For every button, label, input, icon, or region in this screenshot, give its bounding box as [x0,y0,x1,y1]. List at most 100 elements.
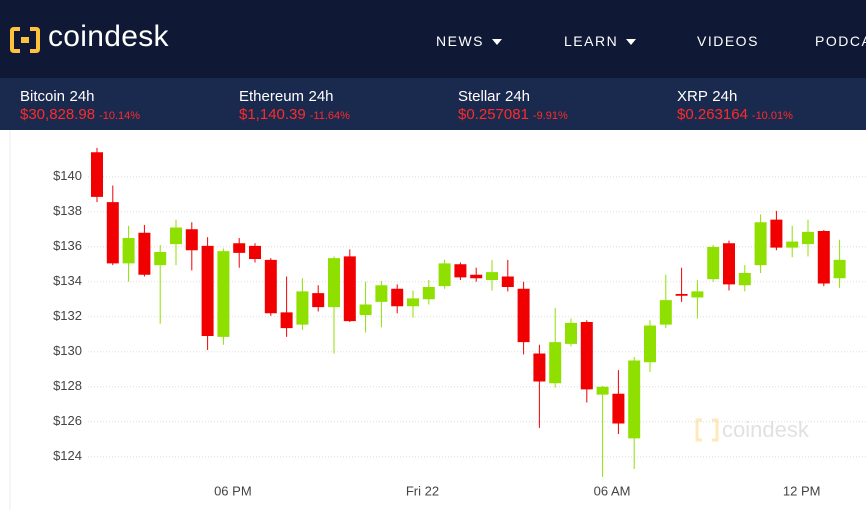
candle-body [375,285,388,302]
change: -10.14% [99,110,141,122]
ticker-head: XRP 24h [677,88,866,106]
candle-body [817,231,830,284]
y-tick-label: $134 [53,273,82,288]
candle-body [486,272,498,280]
ticker-item[interactable]: Stellar 24h $0.257081 -9.91% [458,88,668,124]
x-tick-label: Fri 22 [406,483,439,498]
ticker-values: $0.257081 -9.91% [458,106,668,124]
candle-body [517,288,530,343]
candle-body [122,238,135,264]
candle-body [501,276,514,287]
nav-label: LEARN [564,33,619,49]
candle-body [201,245,214,336]
ticker-bar: Bitcoin 24h $30,828.98 -10.14% Ethereum 24h… [0,78,866,130]
candle-body [438,263,451,287]
nav-label: VIDEOS [697,33,759,49]
y-tick-label: $140 [53,168,82,183]
candle-body [833,259,846,279]
coin-name: Ethereum [239,88,305,105]
coin-name: XRP [677,88,708,105]
candle-body [91,152,103,197]
period: 24h [69,88,95,105]
candle-body [754,222,767,266]
y-tick-label: $138 [53,203,82,218]
period: 24h [712,88,738,105]
candle-body [422,287,435,300]
candle-body [185,229,198,251]
candle-body [280,312,293,329]
change: -10.01% [751,110,793,122]
price: $0.257081 [458,106,529,123]
x-tick-label: 12 PM [783,483,821,498]
candle-body [359,304,372,315]
candle-body [233,243,246,253]
x-tick-label: 06 PM [214,483,252,498]
price: $1,140.39 [239,106,306,123]
y-tick-label: $126 [53,413,82,428]
candle-body [707,246,720,280]
candle-body [691,291,704,298]
candle-body [596,386,609,395]
logo[interactable]: coindesk [48,20,169,53]
x-tick-label: 06 AM [594,483,631,498]
ticker-head: Ethereum 24h [239,88,449,106]
y-tick-label: $124 [53,448,82,463]
candle-body [217,251,230,337]
candle-body [612,393,625,424]
candle-body [644,325,656,363]
candle-body [738,273,751,286]
ticker-item[interactable]: XRP 24h $0.263164 -10.01% [677,88,866,124]
ticker-values: $0.263164 -10.01% [677,106,866,124]
logo-icon [10,27,40,53]
nav-label: NEWS [436,33,484,49]
top-bar: coindesk NEWS LEARN VIDEOS PODCA [0,0,866,78]
ticker-item[interactable]: Ethereum 24h $1,140.39 -11.64% [239,88,449,124]
nav-item[interactable]: VIDEOS [697,33,759,49]
candle-body [659,300,672,325]
period: 24h [504,88,531,105]
candle-body [249,245,261,259]
ticker-item[interactable]: Bitcoin 24h $30,828.98 -10.14% [20,88,230,124]
watermark: coindesk [695,417,810,442]
nav-item[interactable]: LEARN [564,33,637,49]
price: $30,828.98 [20,106,96,123]
candle-body [391,288,404,307]
candle-body [723,243,735,285]
watermark-text: coindesk [722,417,810,442]
candle-body [264,259,277,314]
candle-body [312,293,325,308]
candle-body [628,360,641,439]
candle-body [565,322,577,344]
nav-item[interactable]: NEWS [436,33,502,49]
candle-body [170,227,182,245]
candle-body [328,258,340,308]
price: $0.263164 [677,106,748,123]
candle-body [533,353,546,382]
ticker-values: $30,828.98 -10.14% [20,106,230,124]
candle-body [106,202,119,264]
candle-body [454,264,467,278]
period: 24h [308,88,334,105]
y-tick-label: $130 [53,343,82,358]
candle-body [154,252,167,266]
change: -11.64% [309,110,350,122]
candle-body [580,322,593,390]
candle-body [343,256,356,322]
candle-body [470,274,483,279]
dropdown-arrow [492,39,502,46]
candle-body [675,294,688,296]
dropdown-arrow [626,39,637,46]
y-tick-label: $128 [53,378,82,393]
coin-name: Stellar [458,88,501,105]
candle-body [407,298,419,307]
coin-name: Bitcoin [20,88,66,105]
nav-item[interactable]: PODCA [815,33,866,49]
candle-body [786,241,799,248]
candle-body [138,232,151,275]
candle-body [296,291,309,325]
change: -9.91% [532,110,568,122]
ticker-head: Stellar 24h [458,88,668,106]
y-tick-label: $132 [53,308,82,323]
ticker-values: $1,140.39 -11.64% [239,106,449,124]
